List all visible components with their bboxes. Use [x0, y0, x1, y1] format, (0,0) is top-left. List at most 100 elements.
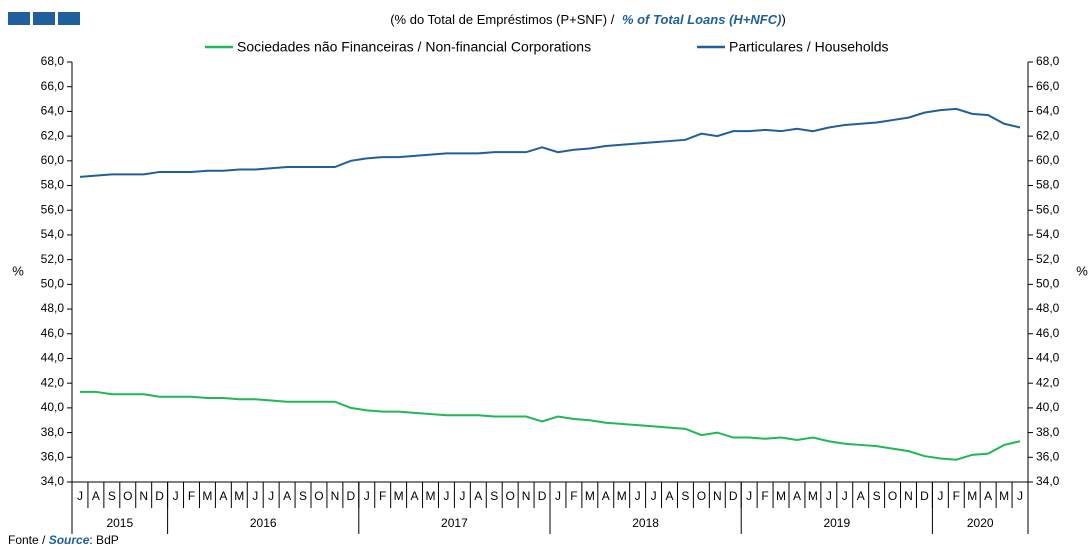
x-tick-label: J	[268, 489, 274, 503]
x-tick-label: F	[188, 489, 195, 503]
x-tick-label: M	[999, 489, 1009, 503]
x-tick-label: F	[761, 489, 768, 503]
x-tick-label: A	[857, 489, 865, 503]
y-tick-label: 58,0	[41, 178, 65, 192]
x-tick-label: O	[314, 489, 323, 503]
x-tick-label: F	[379, 489, 386, 503]
y2-tick-label: 64,0	[1036, 104, 1060, 118]
x-tick-label: S	[490, 489, 498, 503]
x-tick-label: J	[937, 489, 943, 503]
x-tick-label: A	[474, 489, 482, 503]
x-tick-label: F	[953, 489, 960, 503]
x-tick-label: J	[173, 489, 179, 503]
x-tick-label: N	[139, 489, 148, 503]
x-tick-label: N	[904, 489, 913, 503]
x-tick-label: D	[346, 489, 355, 503]
legend-label: Particulares / Households	[729, 39, 889, 55]
y-tick-label: 42,0	[41, 375, 65, 389]
y2-tick-label: 56,0	[1036, 202, 1060, 216]
source-rest: : BdP	[89, 533, 118, 547]
x-tick-label: J	[1017, 489, 1023, 503]
y-tick-label: 46,0	[41, 326, 65, 340]
source: Fonte / Source: BdP	[8, 533, 119, 547]
y-tick-label: 52,0	[41, 252, 65, 266]
y2-tick-label: 60,0	[1036, 153, 1060, 167]
y2-tick-label: 36,0	[1036, 449, 1060, 463]
x-tick-label: N	[331, 489, 340, 503]
y-tick-label: 62,0	[41, 128, 65, 142]
x-tick-label: A	[411, 489, 419, 503]
y-tick-label: 66,0	[41, 79, 65, 93]
x-tick-label: J	[635, 489, 641, 503]
y2-tick-label: 44,0	[1036, 351, 1060, 365]
x-tick-label: J	[443, 489, 449, 503]
y2-tick-label: 34,0	[1036, 474, 1060, 488]
x-tick-label: S	[681, 489, 689, 503]
x-tick-label: S	[873, 489, 881, 503]
x-tick-label: M	[234, 489, 244, 503]
x-tick-label: M	[394, 489, 404, 503]
x-tick-label: S	[108, 489, 116, 503]
x-tick-label: N	[713, 489, 722, 503]
year-label: 2017	[441, 516, 468, 530]
year-label: 2020	[967, 516, 994, 530]
y-tick-label: 50,0	[41, 277, 65, 291]
x-tick-label: M	[776, 489, 786, 503]
y-tick-label: 56,0	[41, 202, 65, 216]
x-tick-label: M	[617, 489, 627, 503]
chart-title: (% do Total de Empréstimos (P+SNF) / % o…	[390, 12, 786, 27]
x-tick-label: A	[665, 489, 673, 503]
y-tick-label: 38,0	[41, 425, 65, 439]
year-label: 2015	[106, 516, 133, 530]
x-tick-label: J	[252, 489, 258, 503]
x-tick-label: F	[570, 489, 577, 503]
y-tick-label: 54,0	[41, 227, 65, 241]
x-tick-label: J	[842, 489, 848, 503]
y-tick-label: 40,0	[41, 400, 65, 414]
x-tick-label: A	[602, 489, 610, 503]
x-tick-label: A	[984, 489, 992, 503]
x-tick-label: J	[746, 489, 752, 503]
title-close: )	[781, 12, 785, 27]
x-tick-label: O	[697, 489, 706, 503]
source-en: Source	[49, 533, 90, 547]
y2-axis-label: %	[1076, 263, 1088, 278]
series-line	[79, 107, 1021, 178]
x-tick-label: M	[202, 489, 212, 503]
logo	[8, 12, 30, 25]
y-tick-label: 48,0	[41, 301, 65, 315]
x-tick-label: O	[505, 489, 514, 503]
x-tick-label: J	[459, 489, 465, 503]
y-tick-label: 44,0	[41, 351, 65, 365]
y-tick-label: 64,0	[41, 104, 65, 118]
logo	[33, 12, 55, 25]
y2-tick-label: 58,0	[1036, 178, 1060, 192]
series-line	[79, 390, 1021, 461]
x-tick-label: A	[92, 489, 100, 503]
y2-tick-label: 46,0	[1036, 326, 1060, 340]
y2-tick-label: 68,0	[1036, 54, 1060, 68]
y2-tick-label: 48,0	[1036, 301, 1060, 315]
x-tick-label: D	[729, 489, 738, 503]
x-tick-label: D	[155, 489, 164, 503]
x-tick-label: M	[967, 489, 977, 503]
source-pt: Fonte /	[8, 533, 46, 547]
x-tick-label: M	[585, 489, 595, 503]
x-tick-label: M	[426, 489, 436, 503]
x-tick-label: A	[219, 489, 227, 503]
x-tick-label: J	[555, 489, 561, 503]
y2-tick-label: 40,0	[1036, 400, 1060, 414]
x-tick-label: N	[522, 489, 531, 503]
title-pt: (% do Total de Empréstimos (P+SNF) /	[390, 12, 614, 27]
y2-tick-label: 50,0	[1036, 277, 1060, 291]
x-tick-label: A	[793, 489, 801, 503]
year-label: 2019	[823, 516, 850, 530]
x-tick-label: O	[888, 489, 897, 503]
y2-tick-label: 54,0	[1036, 227, 1060, 241]
y2-tick-label: 66,0	[1036, 79, 1060, 93]
legend-label: Sociedades não Financeiras / Non-financi…	[237, 39, 591, 55]
title-en: % of Total Loans (H+NFC)	[622, 12, 782, 27]
x-tick-label: A	[283, 489, 291, 503]
logo	[58, 12, 80, 25]
year-label: 2018	[632, 516, 659, 530]
